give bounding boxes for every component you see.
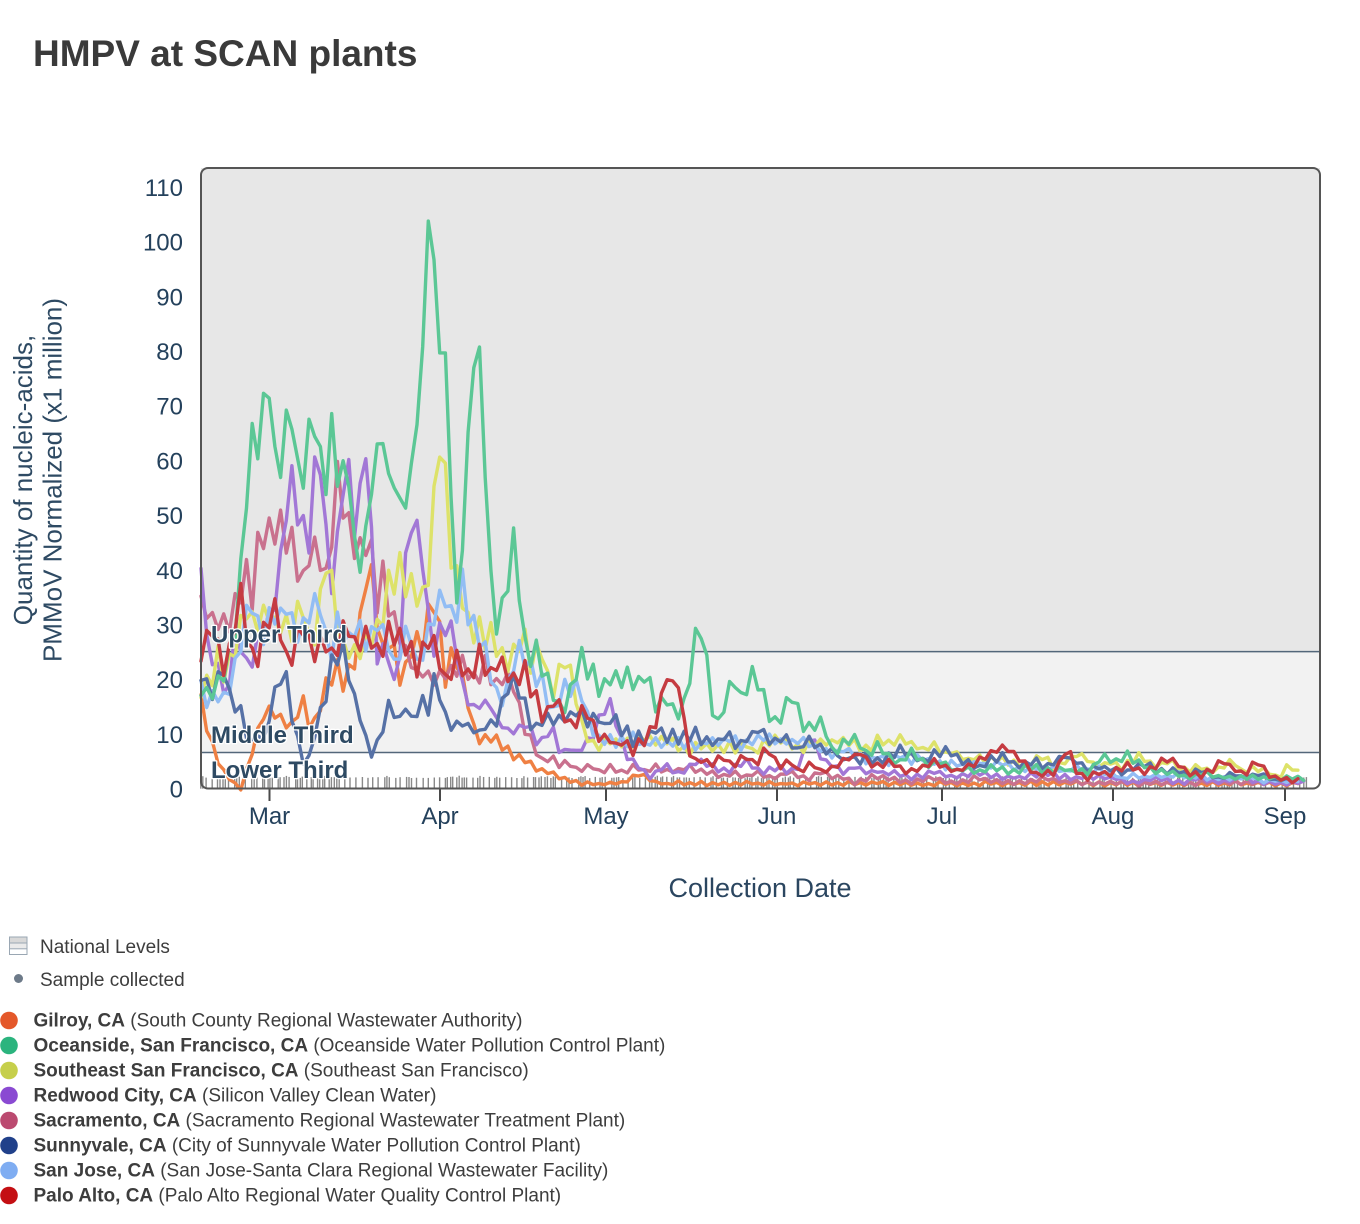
svg-text:Sample collected: Sample collected xyxy=(40,970,185,991)
svg-text:Palo Alto, CA (Palo Alto Regio: Palo Alto, CA (Palo Alto Regional Water … xyxy=(34,1186,562,1207)
svg-text:Sacramento, CA (Sacramento Reg: Sacramento, CA (Sacramento Regional Wast… xyxy=(34,1111,626,1132)
svg-text:70: 70 xyxy=(156,394,183,421)
svg-text:Sep: Sep xyxy=(1264,803,1307,830)
svg-text:80: 80 xyxy=(156,339,183,366)
svg-text:30: 30 xyxy=(156,613,183,640)
svg-text:San Jose, CA (San Jose-Santa C: San Jose, CA (San Jose-Santa Clara Regio… xyxy=(34,1161,609,1182)
svg-text:Upper Third: Upper Third xyxy=(211,622,347,649)
svg-text:Jul: Jul xyxy=(927,803,958,830)
svg-text:Middle Third: Middle Third xyxy=(211,722,354,749)
svg-text:110: 110 xyxy=(145,175,183,202)
svg-text:60: 60 xyxy=(156,448,183,475)
svg-text:10: 10 xyxy=(156,722,183,749)
svg-text:0: 0 xyxy=(170,777,183,804)
svg-text:20: 20 xyxy=(156,667,183,694)
svg-text:100: 100 xyxy=(143,230,183,257)
svg-text:PMMoV Normalized (x1 million): PMMoV Normalized (x1 million) xyxy=(38,298,68,662)
svg-text:Jun: Jun xyxy=(758,803,797,830)
svg-text:Mar: Mar xyxy=(249,803,290,830)
svg-text:Sunnyvale, CA (City of Sunnyva: Sunnyvale, CA (City of Sunnyvale Water P… xyxy=(34,1136,581,1157)
svg-text:Gilroy, CA (South County Regio: Gilroy, CA (South County Regional Wastew… xyxy=(34,1011,523,1032)
svg-text:50: 50 xyxy=(156,503,183,530)
svg-text:May: May xyxy=(583,803,628,830)
svg-text:Apr: Apr xyxy=(421,803,458,830)
svg-text:90: 90 xyxy=(156,284,183,311)
svg-text:HMPV at SCAN plants: HMPV at SCAN plants xyxy=(33,33,417,74)
svg-text:Redwood City, CA (Silicon Vall: Redwood City, CA (Silicon Valley Clean W… xyxy=(34,1086,437,1107)
svg-text:40: 40 xyxy=(156,558,183,585)
svg-text:Southeast San Francisco, CA (S: Southeast San Francisco, CA (Southeast S… xyxy=(34,1061,529,1082)
svg-text:Oceanside, San Francisco, CA (: Oceanside, San Francisco, CA (Oceanside … xyxy=(34,1036,666,1057)
svg-text:National Levels: National Levels xyxy=(40,937,170,958)
svg-text:Lower Third: Lower Third xyxy=(211,757,348,784)
svg-text:Quantity of nucleic-acids,: Quantity of nucleic-acids, xyxy=(8,335,38,625)
svg-text:Collection Date: Collection Date xyxy=(668,873,851,903)
svg-text:Aug: Aug xyxy=(1092,803,1135,830)
